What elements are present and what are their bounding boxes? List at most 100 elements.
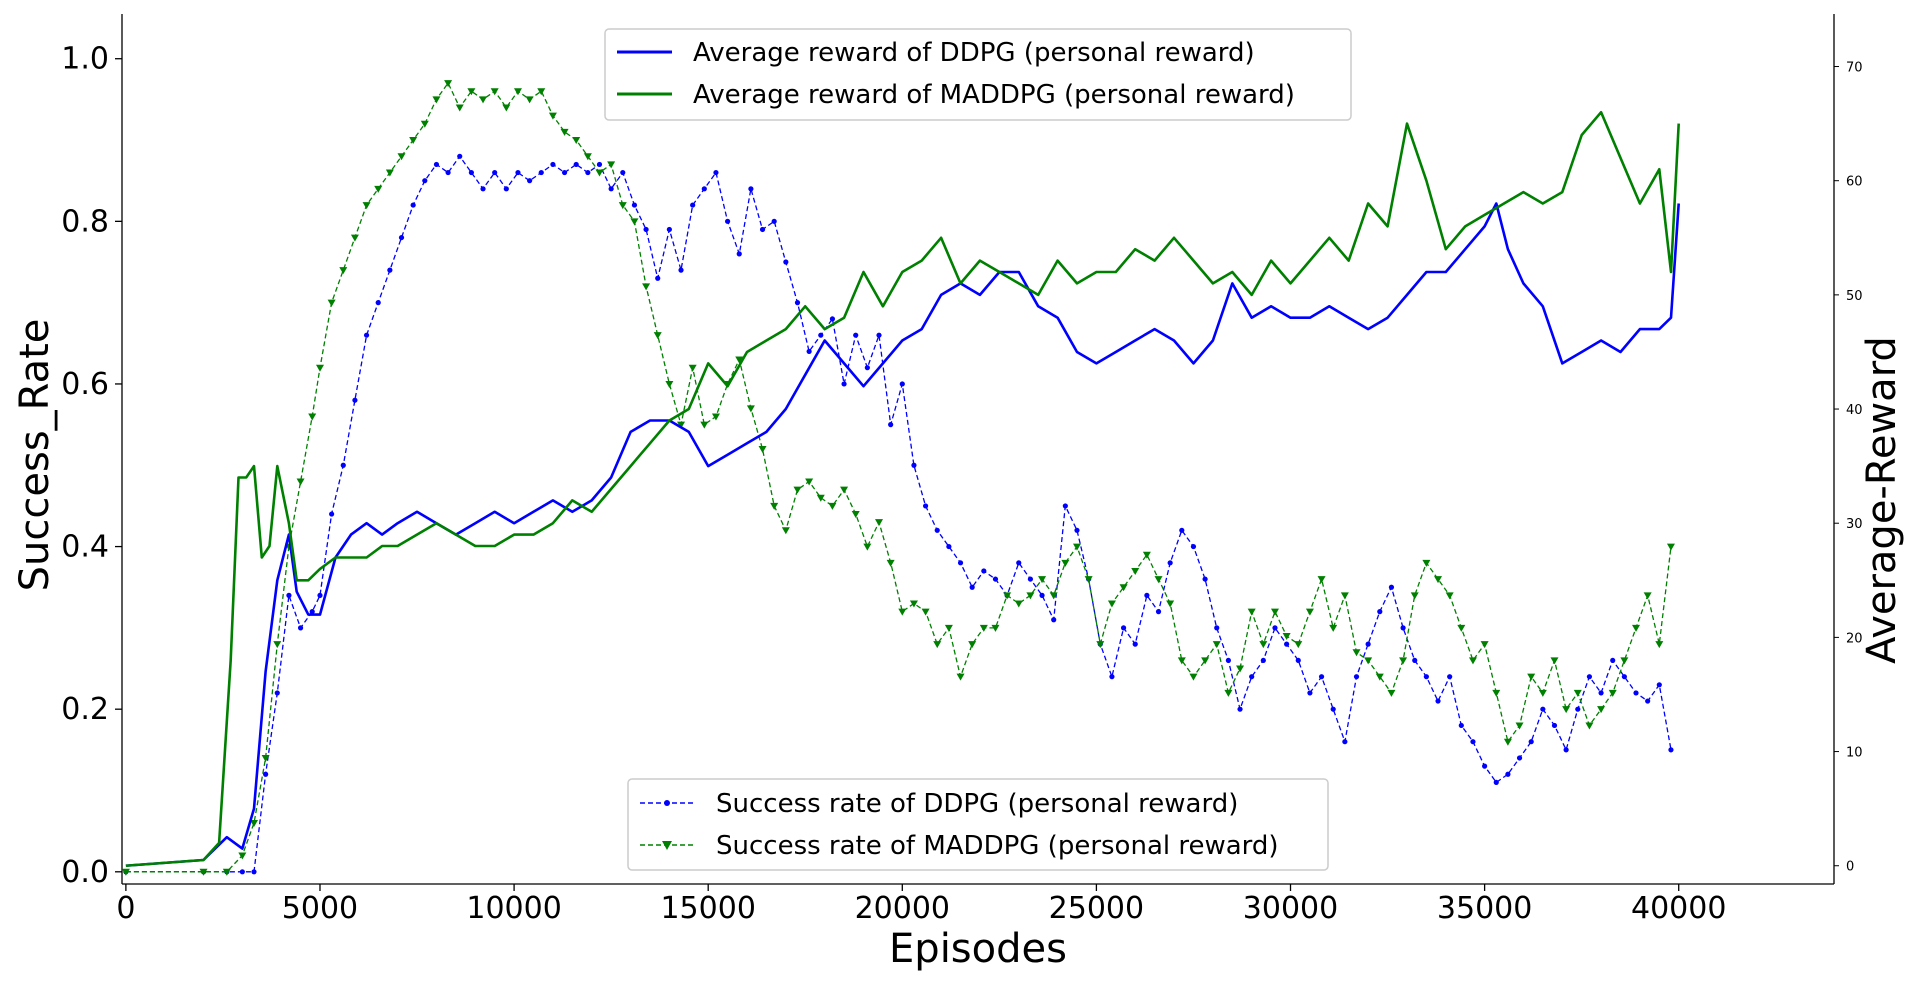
success-point-maddpg (863, 543, 872, 551)
success-point-maddpg (607, 161, 616, 169)
success-point-ddpg (748, 186, 754, 192)
success-point-ddpg (492, 169, 498, 176)
success-point-ddpg (981, 568, 987, 574)
success-point-ddpg (1039, 592, 1045, 598)
success-point-maddpg (851, 511, 860, 519)
axes-spines (121, 14, 1835, 885)
series-layer (121, 80, 1680, 876)
success-point-ddpg (631, 202, 638, 208)
success-point-maddpg (781, 527, 790, 535)
success-point-maddpg (308, 413, 317, 421)
success-point-ddpg (1377, 609, 1383, 615)
success-point-ddpg (946, 543, 952, 550)
legend-bottom-frame (627, 778, 1329, 871)
success-point-maddpg (1445, 592, 1454, 600)
success-point-maddpg (409, 137, 418, 145)
y2-tick-label: 0 (1846, 860, 1854, 875)
x-tick-label: 25000 (1049, 891, 1144, 926)
success-point-maddpg (1620, 657, 1629, 665)
success-point-maddpg (758, 446, 767, 453)
success-point-maddpg (467, 88, 476, 96)
success-point-ddpg (1062, 503, 1068, 509)
success-point-maddpg (273, 641, 282, 649)
success-point-maddpg (1084, 576, 1093, 584)
success-point-ddpg (387, 267, 393, 273)
success-point-ddpg (1074, 527, 1080, 533)
success-point-maddpg (1329, 624, 1338, 632)
x-tick-label: 40000 (1631, 891, 1726, 926)
success-point-maddpg (1503, 738, 1512, 746)
success-point-maddpg (1119, 584, 1128, 592)
success-point-ddpg (829, 316, 836, 322)
success-point-maddpg (374, 185, 383, 193)
success-point-ddpg (841, 381, 847, 387)
success-series-maddpg (121, 80, 1675, 876)
success-point-maddpg (1189, 673, 1198, 681)
success-point-ddpg (263, 771, 269, 777)
y2-tick-label: 70 (1846, 61, 1863, 76)
success-point-ddpg (363, 332, 370, 338)
success-point-ddpg (309, 609, 315, 615)
success-point-maddpg (296, 478, 305, 486)
success-point-maddpg (1282, 633, 1291, 641)
success-point-ddpg (317, 592, 323, 598)
x-tick-label: 5000 (282, 891, 358, 926)
success-point-maddpg (944, 624, 953, 632)
success-point-maddpg (1049, 592, 1058, 600)
success-point-maddpg (1538, 689, 1547, 697)
success-point-maddpg (1550, 657, 1559, 665)
success-point-ddpg (818, 332, 824, 338)
success-point-maddpg (1236, 665, 1245, 673)
success-point-ddpg (911, 462, 917, 468)
legend-top-label-maddpg: Average reward of MADDPG (personal rewar… (693, 80, 1295, 110)
y-tick-label: 0.6 (61, 367, 109, 402)
success-point-maddpg (502, 104, 511, 112)
success-point-ddpg (771, 218, 777, 224)
success-point-ddpg (1330, 706, 1336, 712)
success-point-maddpg (1585, 722, 1594, 730)
success-point-maddpg (1515, 722, 1524, 730)
success-point-ddpg (329, 511, 335, 517)
success-point-maddpg (525, 96, 534, 104)
y2-ticks: 0 10 20 30 40 50 60 70 (1834, 61, 1863, 875)
success-point-ddpg (596, 161, 603, 168)
success-point-maddpg (397, 153, 406, 161)
success-point-ddpg (969, 584, 975, 590)
success-point-ddpg (1284, 641, 1290, 647)
success-point-maddpg (828, 502, 837, 510)
success-point-maddpg (1247, 608, 1256, 616)
success-point-maddpg (1201, 657, 1210, 665)
success-point-maddpg (653, 332, 662, 340)
success-point-maddpg (1643, 592, 1652, 600)
success-point-maddpg (1131, 567, 1140, 575)
success-point-ddpg (957, 560, 964, 566)
success-point-ddpg (608, 186, 614, 192)
x-tick-label: 0 (116, 891, 135, 926)
success-point-maddpg (1375, 673, 1384, 681)
success-point-ddpg (620, 169, 626, 176)
success-point-maddpg (746, 405, 755, 413)
success-point-maddpg (1364, 657, 1373, 665)
success-line-maddpg (125, 81, 1672, 873)
x-tick-label: 20000 (855, 891, 950, 926)
success-point-ddpg (1621, 674, 1627, 680)
success-point-ddpg (1516, 755, 1523, 761)
success-point-ddpg (375, 300, 381, 306)
y2-tick-label: 30 (1846, 517, 1863, 532)
success-point-ddpg (690, 202, 696, 208)
success-point-maddpg (933, 641, 942, 649)
success-point-maddpg (1177, 657, 1186, 665)
success-point-maddpg (886, 559, 895, 567)
success-point-maddpg (816, 494, 825, 502)
x-tick-label: 15000 (660, 891, 755, 926)
success-point-ddpg (1202, 576, 1208, 582)
success-point-maddpg (479, 96, 488, 104)
success-point-ddpg (274, 690, 280, 696)
success-point-ddpg (1540, 706, 1546, 712)
y2-axis-title: Average-Reward (1859, 336, 1905, 664)
success-point-ddpg (1470, 739, 1476, 745)
success-point-ddpg (783, 259, 789, 265)
y-tick-label: 0.0 (61, 855, 109, 890)
success-point-ddpg (759, 226, 766, 233)
